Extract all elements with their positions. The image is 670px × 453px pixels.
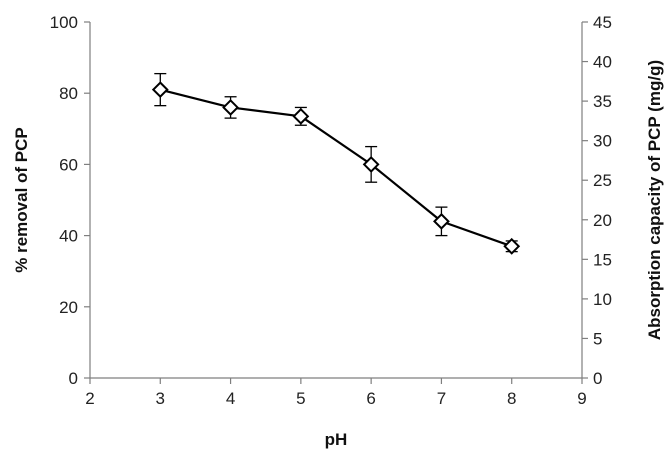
series: [151, 72, 521, 255]
x-tick-label: 7: [437, 389, 446, 408]
y-tick-label: 100: [50, 13, 78, 32]
y-tick-label: 60: [59, 155, 78, 174]
y-tick-label: 40: [59, 227, 78, 246]
y2-tick-label: 10: [593, 290, 612, 309]
y2-axis-title: Absorption capacity of PCP (mg/g): [645, 60, 664, 340]
data-point: [151, 81, 169, 99]
y2-tick-label: 20: [593, 211, 612, 230]
y2-tick-label: 5: [593, 329, 602, 348]
y-tick-label: 0: [69, 369, 78, 388]
y2-tick-label: 30: [593, 132, 612, 151]
y-tick-label: 20: [59, 298, 78, 317]
y-axis-title: % removal of PCP: [12, 127, 31, 273]
x-tick-label: 2: [85, 389, 94, 408]
x-tick-label: 9: [577, 389, 586, 408]
axes: [89, 22, 583, 379]
y2-tick-label: 15: [593, 250, 612, 269]
x-tick-label: 6: [366, 389, 375, 408]
y2-tick-label: 0: [593, 369, 602, 388]
y2-tick-label: 35: [593, 92, 612, 111]
data-point: [222, 99, 239, 116]
data-point: [292, 107, 310, 125]
x-tick-label: 5: [296, 389, 305, 408]
data-point: [433, 212, 450, 230]
x-axis-title: pH: [325, 430, 348, 449]
x-tick-label: 4: [226, 389, 235, 408]
y2-tick-label: 25: [593, 171, 612, 190]
data-point: [362, 155, 380, 173]
y2-tick-label: 45: [593, 13, 612, 32]
x-tick-label: 8: [507, 389, 516, 408]
y2-tick-label: 40: [593, 53, 612, 72]
y-tick-label: 80: [59, 84, 78, 103]
series-line: [160, 88, 513, 248]
x-tick-label: 3: [156, 389, 165, 408]
data-point: [503, 237, 521, 255]
